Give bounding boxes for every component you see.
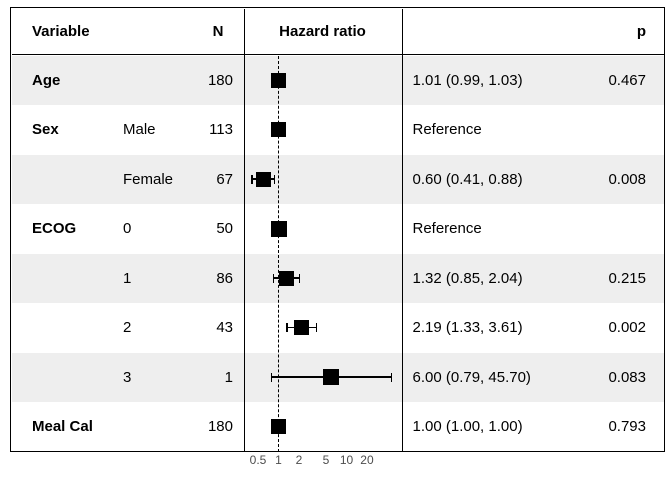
p-value-cell: 0.008: [608, 170, 646, 188]
x-axis-tick-label: 10: [339, 453, 354, 467]
n-cell: 1: [224, 368, 233, 386]
x-axis-tick-labels: 0.5 1 2 5 10 20: [0, 453, 672, 471]
ci-cap-right: [273, 174, 276, 184]
ci-cap-right: [315, 323, 318, 333]
ci-cap-right: [390, 372, 393, 382]
level-cell: Female: [123, 170, 174, 188]
ci-cap-left: [286, 323, 288, 333]
variable-cell: ECOG: [32, 220, 77, 237]
column-divider-right: [401, 8, 403, 452]
level-cell: Male: [123, 121, 156, 138]
estimate-cell: 6.00 (0.79, 45.70): [412, 368, 531, 386]
variable-cell: Age: [32, 71, 61, 89]
table-header: Variable N Hazard ratio p: [11, 9, 664, 55]
col-header-hazard-ratio: Hazard ratio: [279, 22, 366, 40]
table-row: Sex Male 113 Reference: [12, 105, 664, 155]
level-cell: 1: [123, 269, 132, 287]
hr-point-square: [323, 369, 340, 386]
estimate-cell: Reference: [412, 121, 482, 138]
p-value-cell: 0.083: [608, 368, 646, 386]
p-value-cell: 0.215: [608, 269, 646, 287]
p-value-cell: 0.793: [608, 418, 646, 435]
n-cell: 67: [216, 170, 233, 188]
col-header-p: p: [636, 22, 646, 40]
x-axis-tick-label: 2: [295, 453, 303, 467]
table-frame: [10, 7, 665, 452]
table-row: Female 67 0.60 (0.41, 0.88) 0.008: [11, 154, 664, 204]
x-axis-tick-label: 5: [322, 453, 330, 467]
estimate-cell: 1.00 (1.00, 1.00): [412, 418, 523, 435]
table-body: Age 180 1.01 (0.99, 1.03) 0.467 Sex Male 113 Re…: [11, 55, 664, 452]
hr-point-square: [279, 270, 295, 286]
ci-cap-left: [272, 273, 275, 283]
table-row: 3 1 6.00 (0.79, 45.70) 0.083: [11, 352, 664, 402]
n-cell: 180: [207, 71, 233, 89]
hr-point-square: [294, 320, 310, 336]
variable-cell: Sex: [32, 121, 59, 138]
level-cell: 3: [123, 368, 132, 386]
level-cell: 0: [123, 220, 132, 237]
column-divider-left: [243, 8, 245, 452]
estimate-cell: 0.60 (0.41, 0.88): [412, 170, 523, 188]
level-cell: 2: [123, 319, 132, 336]
table-row: 2 43 2.19 (1.33, 3.61) 0.002: [12, 303, 664, 353]
ci-cap-right: [298, 273, 301, 283]
hr-point-square: [255, 171, 271, 187]
variable-cell: Meal Cal: [32, 418, 93, 435]
table-row: Meal Cal 180 1.00 (1.00, 1.00) 0.793: [12, 402, 664, 452]
table-row: ECOG 0 50 Reference: [12, 204, 664, 254]
p-value-cell: [562, 105, 647, 155]
p-value-cell: [562, 204, 647, 254]
estimate-cell: 1.32 (0.85, 2.04): [412, 269, 523, 287]
p-value-cell: 0.467: [608, 71, 646, 89]
estimate-cell: 2.19 (1.33, 3.61): [412, 319, 523, 336]
n-cell: 43: [216, 319, 233, 336]
x-axis-tick-label: 1: [275, 453, 282, 467]
p-value-cell: 0.002: [608, 319, 646, 336]
estimate-cell: Reference: [412, 220, 482, 237]
x-axis-tick-label: 0.5: [249, 453, 267, 467]
ci-cap-left: [270, 372, 273, 382]
n-cell: 113: [209, 121, 233, 138]
ci-cap-left: [251, 174, 253, 184]
n-cell: 50: [216, 220, 233, 237]
estimate-cell: 1.01 (0.99, 1.03): [412, 71, 523, 89]
col-header-variable: Variable: [32, 22, 90, 40]
n-cell: 180: [207, 418, 233, 435]
table-row: 1 86 1.32 (0.85, 2.04) 0.215: [11, 253, 664, 303]
n-cell: 86: [216, 269, 233, 287]
col-header-n: N: [212, 22, 224, 40]
hr-point-square: [271, 72, 287, 88]
reference-line: [277, 55, 279, 452]
table-row: Age 180 1.01 (0.99, 1.03) 0.467: [11, 55, 664, 105]
x-axis-tick-label: 20: [360, 453, 374, 467]
